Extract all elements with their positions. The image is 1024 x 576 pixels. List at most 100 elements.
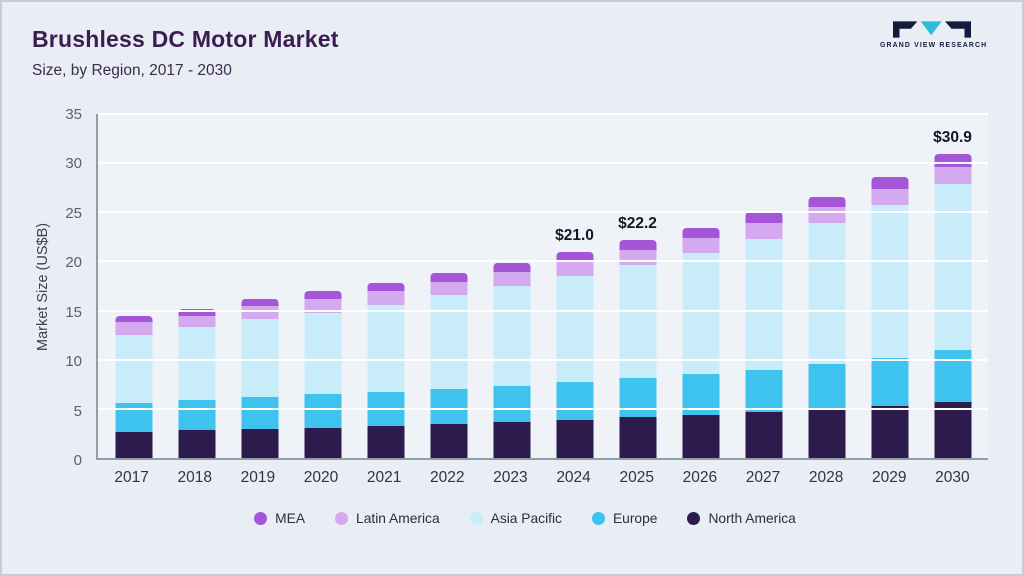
bar-segment-mea <box>178 308 215 316</box>
bar-segment-north-america <box>619 416 656 458</box>
bar-slots: $21.0 $22.2 $30.9 <box>102 114 984 458</box>
x-tick-label: 2022 <box>430 469 465 486</box>
legend: MEA Latin America Asia Pacific Europe North … <box>62 511 988 526</box>
bar-segment-north-america <box>745 411 782 458</box>
bar-segment-latin-america <box>430 282 467 295</box>
gridline <box>98 358 988 361</box>
bar-segment-north-america <box>682 414 719 458</box>
bar-segment-mea <box>304 290 341 299</box>
x-axis-labels: 2017 2018 2019 2020 2021 2022 2023 2024 2025 2026… <box>96 469 988 487</box>
bar-segment-europe <box>304 394 341 428</box>
x-tick-label: 2024 <box>556 469 591 486</box>
legend-dot-icon <box>469 512 483 525</box>
bar-segment-north-america <box>493 421 530 458</box>
bar-segment-mea <box>493 263 530 273</box>
bar-segment-mea <box>115 315 152 323</box>
y-tick-label: 35 <box>65 106 82 123</box>
y-tick-label: 20 <box>65 254 82 272</box>
bar-slot-2019 <box>228 114 291 458</box>
bar-segment-mea <box>934 154 971 168</box>
bar-segment-north-america <box>934 401 971 458</box>
legend-label: MEA <box>275 511 306 526</box>
bar-segment-north-america <box>178 430 215 458</box>
bar-segment-latin-america <box>556 261 593 277</box>
bar-segment-europe <box>871 357 908 406</box>
x-tick-label: 2020 <box>303 469 339 486</box>
page-subtitle: Size, by Region, 2017 - 2030 <box>32 62 232 79</box>
bar-segment-europe <box>430 389 467 424</box>
bar-segment-north-america <box>367 425 404 458</box>
bar-segment-europe <box>493 386 530 422</box>
bar-slot-2023 <box>480 114 543 458</box>
x-tick-label: 2030 <box>935 469 970 486</box>
bar-segment-latin-america <box>745 223 782 239</box>
bar-slot-2026 <box>669 114 732 458</box>
bar-slot-2027 <box>732 114 795 458</box>
bar-segment-latin-america <box>934 167 971 184</box>
value-annotation-2024: $21.0 <box>555 226 594 244</box>
x-tick-label: 2023 <box>493 469 528 486</box>
legend-dot-icon <box>687 512 701 525</box>
bar-segment-latin-america <box>241 305 278 320</box>
legend-item-north-america: North America <box>687 511 796 526</box>
y-tick-label: 30 <box>65 155 82 173</box>
legend-item-latin-america: Latin America <box>335 511 440 526</box>
bar-segment-europe <box>808 363 845 409</box>
stacked-bar-2021 <box>367 114 404 458</box>
bar-slot-2017 <box>102 114 165 458</box>
bar-segment-latin-america <box>808 207 845 224</box>
logo-text: GRAND VIEW RESEARCH <box>880 42 988 49</box>
legend-item-europe: Europe <box>591 511 657 526</box>
header: Brushless DC Motor Market Size, by Regio… <box>2 2 1022 102</box>
bar-segment-europe <box>178 400 215 431</box>
bar-segment-asia-pacific <box>619 265 656 379</box>
legend-dot-icon <box>591 512 605 525</box>
bar-segment-europe <box>934 349 971 402</box>
value-annotation-2030: $30.9 <box>933 129 972 147</box>
bar-segment-mea <box>556 251 593 262</box>
bar-slot-2018 <box>165 114 228 458</box>
stacked-bar-2027 <box>745 114 782 458</box>
bar-segment-mea <box>808 196 845 208</box>
bar-segment-europe <box>241 397 278 429</box>
stacked-bar-2023 <box>493 114 530 458</box>
gridline <box>98 309 988 312</box>
bar-segment-north-america <box>430 423 467 458</box>
bar-segment-latin-america <box>115 322 152 336</box>
bar-slot-2022 <box>417 114 480 458</box>
bar-segment-mea <box>241 298 278 306</box>
gridline <box>98 260 988 263</box>
bar-segment-europe <box>745 369 782 412</box>
stacked-bar-2020 <box>304 114 341 458</box>
bar-segment-north-america <box>556 419 593 458</box>
gridline <box>98 211 988 214</box>
bar-segment-north-america <box>304 427 341 458</box>
x-tick-label: 2028 <box>808 469 844 486</box>
bar-segment-latin-america <box>619 249 656 266</box>
stacked-bar-2018 <box>178 114 215 458</box>
x-tick-label: 2027 <box>745 469 781 486</box>
bar-segment-asia-pacific <box>241 319 278 398</box>
x-tick-label: 2026 <box>682 469 718 486</box>
stacked-bar-2019 <box>241 114 278 458</box>
x-tick-label: 2025 <box>619 469 654 486</box>
bar-segment-asia-pacific <box>115 335 152 403</box>
y-tick-label: 5 <box>73 402 82 420</box>
bar-segment-asia-pacific <box>871 205 908 358</box>
gvr-logo-icon <box>893 21 971 38</box>
x-tick-label: 2017 <box>114 469 149 486</box>
bar-segment-mea <box>871 176 908 189</box>
gridline <box>98 162 988 165</box>
bar-slot-2030: $30.9 <box>921 114 984 458</box>
bar-slot-2025: $22.2 <box>606 114 669 458</box>
legend-dot-icon <box>335 512 349 525</box>
bar-segment-europe <box>619 378 656 417</box>
legend-dot-icon <box>254 512 268 525</box>
stacked-bar-2028 <box>808 114 845 458</box>
bar-segment-asia-pacific <box>808 223 845 364</box>
bar-slot-2021 <box>354 114 417 458</box>
bar-segment-asia-pacific <box>367 304 404 393</box>
bar-segment-north-america <box>115 432 152 458</box>
bar-segment-latin-america <box>493 272 530 287</box>
stacked-bar-2022 <box>430 114 467 458</box>
